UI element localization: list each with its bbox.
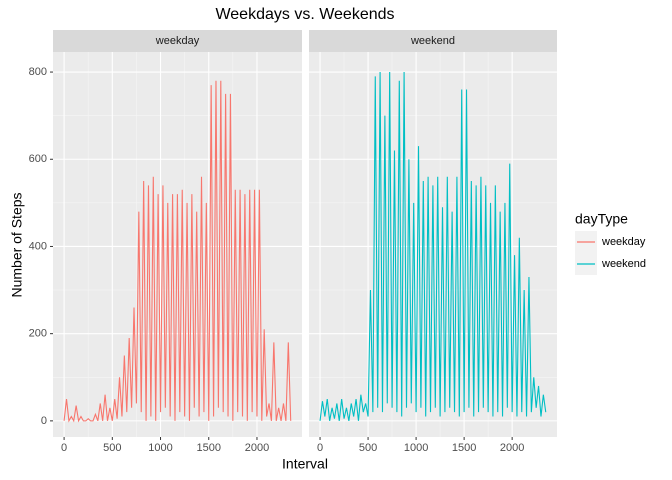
y-tick-label: 400 [29,240,47,252]
y-tick-label: 800 [29,66,47,78]
x-tick-label: 0 [61,442,67,454]
y-tick-label: 200 [29,328,47,340]
facet-label: weekday [155,35,200,47]
x-tick-label: 500 [103,442,121,454]
y-tick-label: 0 [41,415,47,427]
y-axis-title: Number of Steps [9,192,25,297]
x-tick-label: 1000 [148,442,172,454]
legend-label: weekday [601,236,646,248]
facet-label: weekend [410,35,455,47]
facet-strip [53,30,302,52]
legend-title: dayType [575,211,628,227]
x-tick-label: 500 [359,442,377,454]
x-tick-label: 1500 [197,442,221,454]
y-tick-label: 600 [29,153,47,165]
series-line [319,72,547,421]
x-tick-label: 2000 [500,442,524,454]
x-tick-label: 2000 [245,442,269,454]
x-tick-label: 0 [317,442,323,454]
x-axis-title: Interval [282,456,328,472]
series-line [63,80,292,423]
x-tick-label: 1000 [404,442,428,454]
x-tick-label: 1500 [452,442,476,454]
facet-strip [309,30,557,52]
legend-label: weekend [601,258,646,270]
chart-title: Weekdays vs. Weekends [215,6,394,23]
